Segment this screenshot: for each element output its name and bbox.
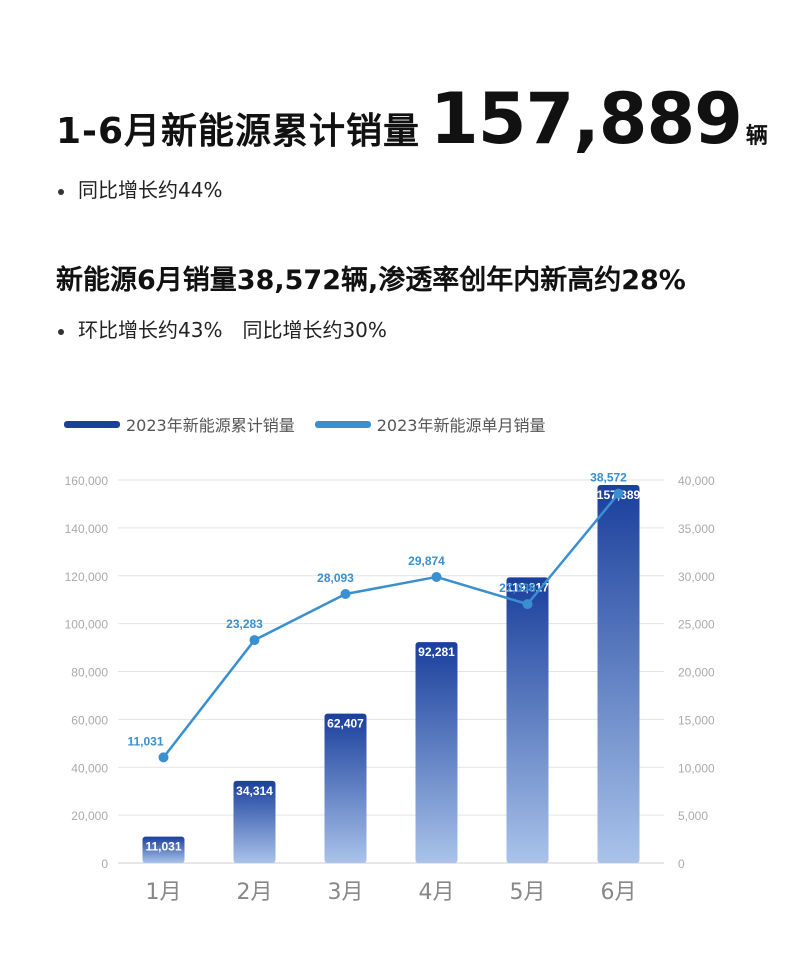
headline-label: 1-6月新能源累计销量 [56, 111, 421, 152]
headline-value: 157,889 [430, 78, 743, 160]
right-axis-tick: 5,000 [678, 809, 708, 823]
bar-3月 [324, 713, 367, 863]
monthly-point-2月 [249, 635, 260, 646]
right-axis-tick: 35,000 [678, 522, 715, 536]
legend-item-cumulative: 2023年新能源累计销量 [64, 412, 295, 436]
left-axis-tick: 40,000 [71, 761, 108, 775]
x-axis-label: 1月 [146, 880, 182, 905]
line-value-label: 28,093 [317, 571, 354, 585]
bullet-mom-text: 环比增长约43% [78, 318, 223, 342]
bullet-june-growth: 环比增长约43% 同比增长约30% [58, 314, 387, 343]
left-axis-tick: 20,000 [71, 809, 108, 823]
bar-value-label: 62,407 [327, 717, 364, 731]
right-axis-tick: 10,000 [678, 761, 715, 775]
left-axis-tick: 160,000 [65, 474, 109, 488]
line-value-label: 27,036 [499, 581, 536, 595]
monthly-point-6月 [613, 488, 624, 499]
left-axis-tick: 0 [101, 857, 108, 871]
right-axis-tick: 15,000 [678, 713, 715, 727]
chart-legend: 2023年新能源累计销量 2023年新能源单月销量 [64, 412, 565, 436]
monthly-point-5月 [522, 599, 533, 610]
headline: 1-6月新能源累计销量 157,889 辆 [56, 78, 768, 178]
left-axis-tick: 100,000 [65, 618, 109, 632]
bar-6月 [597, 485, 640, 863]
bar-value-label: 92,281 [418, 645, 455, 659]
bar-1月 [142, 836, 185, 863]
x-axis-label: 6月 [601, 880, 637, 905]
right-axis-tick: 40,000 [678, 474, 715, 488]
bar-4月 [415, 642, 458, 863]
left-axis-tick: 60,000 [71, 713, 108, 727]
left-axis-tick: 140,000 [65, 522, 109, 536]
bullet-dot [58, 188, 64, 195]
bar-2月 [233, 780, 276, 863]
right-axis-tick: 0 [678, 857, 685, 871]
left-axis-tick: 80,000 [71, 666, 108, 680]
headline-unit: 辆 [745, 124, 768, 149]
x-axis-label: 2月 [237, 880, 273, 905]
bar-5月 [506, 577, 549, 863]
legend-swatch-bar [64, 420, 120, 428]
monthly-point-3月 [340, 589, 351, 600]
bullet-dot [58, 328, 64, 335]
monthly-point-1月 [158, 752, 169, 763]
legend-label-monthly: 2023年新能源单月销量 [376, 416, 546, 435]
line-value-label: 29,874 [408, 554, 445, 568]
monthly-point-4月 [431, 571, 442, 582]
bar-value-label: 11,031 [145, 840, 181, 854]
right-axis-tick: 20,000 [678, 666, 715, 680]
bullet-yoy-text: 同比增长约30% [242, 318, 387, 342]
left-axis-tick: 120,000 [65, 570, 109, 584]
legend-swatch-line [314, 420, 371, 428]
bullet-yoy-cumulative: 同比增长约44% [58, 174, 222, 203]
legend-item-monthly: 2023年新能源单月销量 [314, 412, 546, 436]
line-value-label: 23,283 [226, 617, 263, 631]
bullet-text: 同比增长约44% [78, 178, 223, 202]
right-axis-tick: 30,000 [678, 570, 715, 584]
line-value-label: 38,572 [590, 471, 627, 485]
x-axis-label: 5月 [510, 880, 546, 905]
sub-headline: 新能源6月销量38,572辆,渗透率创年内新高约28% [56, 265, 686, 296]
x-axis-label: 4月 [419, 880, 455, 905]
right-axis-tick: 25,000 [678, 618, 715, 632]
monthly-line [162, 492, 620, 759]
legend-label-cumulative: 2023年新能源累计销量 [126, 416, 295, 435]
line-value-label: 11,031 [127, 734, 163, 748]
bar-value-label: 34,314 [236, 784, 273, 798]
x-axis-label: 3月 [328, 880, 364, 905]
